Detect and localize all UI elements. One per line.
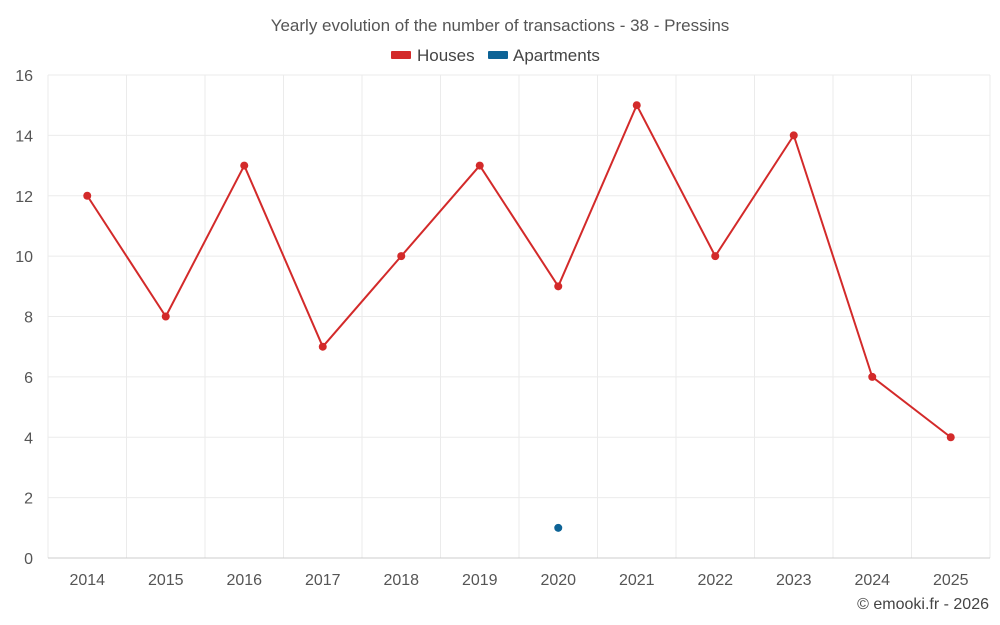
y-tick-label: 2 [24, 491, 33, 508]
x-tick-label: 2025 [933, 572, 969, 589]
data-point-apartments[interactable] [554, 523, 563, 532]
legend-swatch-houses [391, 51, 411, 59]
y-tick-label: 16 [15, 68, 33, 85]
axes: 0 2 4 6 8 10 12 14 16 2014 2015 2016 2017 2018 2019 202… [15, 68, 990, 589]
y-tick-label: 4 [24, 430, 33, 447]
x-tick-label: 2021 [619, 572, 655, 589]
x-tick-label: 2019 [462, 572, 498, 589]
data-point-houses[interactable] [554, 282, 563, 291]
data-point-houses[interactable] [161, 312, 170, 321]
chart-title: Yearly evolution of the number of transa… [271, 16, 730, 35]
legend: Houses Apartments [391, 46, 600, 65]
legend-swatch-apartments [488, 51, 508, 59]
x-tick-label: 2020 [540, 572, 576, 589]
y-tick-label: 12 [15, 189, 33, 206]
x-tick-label: 2014 [69, 572, 105, 589]
x-tick-label: 2022 [697, 572, 733, 589]
y-tick-label: 0 [24, 551, 33, 568]
y-tick-label: 10 [15, 249, 33, 266]
legend-label-houses: Houses [417, 46, 475, 65]
y-tick-label: 6 [24, 370, 33, 387]
data-point-houses[interactable] [711, 252, 720, 261]
x-tick-label: 2016 [226, 572, 262, 589]
x-tick-label: 2023 [776, 572, 812, 589]
y-tick-label: 14 [15, 128, 33, 145]
x-tick-label: 2015 [148, 572, 184, 589]
data-point-houses[interactable] [789, 131, 798, 140]
grid [47, 74, 991, 559]
data-point-houses[interactable] [946, 433, 955, 442]
data-point-houses[interactable] [632, 101, 641, 110]
x-tick-label: 2017 [305, 572, 341, 589]
y-tick-label: 8 [24, 310, 33, 327]
data-point-houses[interactable] [240, 161, 249, 170]
series-line-houses [86, 104, 952, 439]
data-point-houses[interactable] [475, 161, 484, 170]
series [83, 101, 955, 532]
legend-item-houses[interactable]: Houses [391, 46, 475, 65]
data-point-houses[interactable] [83, 191, 92, 200]
x-tick-label: 2018 [383, 572, 419, 589]
x-tick-label: 2024 [854, 572, 890, 589]
legend-label-apartments: Apartments [513, 46, 600, 65]
data-point-houses[interactable] [318, 342, 327, 351]
credit-text: © emooki.fr - 2026 [857, 596, 989, 613]
data-point-houses[interactable] [868, 372, 877, 381]
data-point-houses[interactable] [397, 252, 406, 261]
legend-item-apartments[interactable]: Apartments [488, 46, 600, 65]
